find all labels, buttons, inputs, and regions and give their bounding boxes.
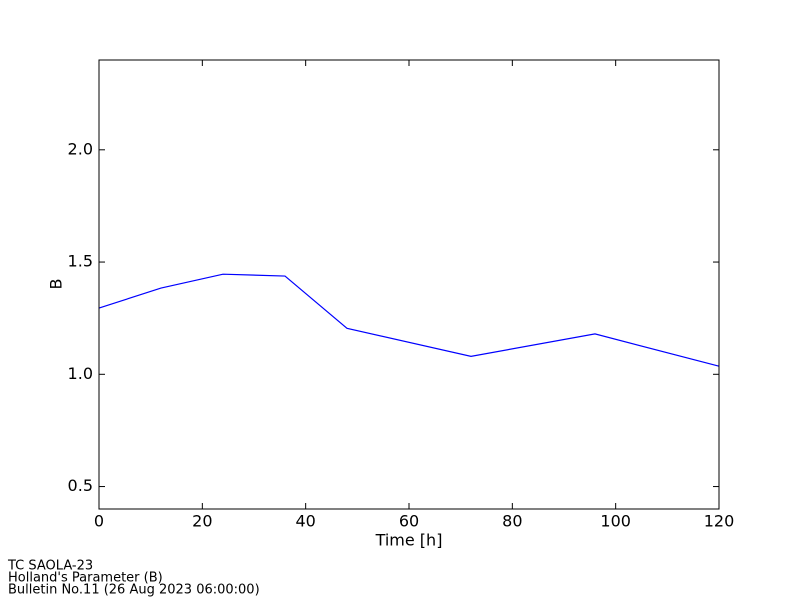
y-tick-label: 2.0	[68, 139, 93, 158]
footer-note: TC SAOLA-23	[7, 559, 93, 574]
x-tick-label: 20	[192, 512, 212, 531]
plot-frame	[98, 59, 720, 510]
x-tick-label: 40	[295, 512, 315, 531]
x-tick-label: 120	[704, 512, 735, 531]
x-tick-label: 100	[600, 512, 631, 531]
y-tick-label: 1.0	[68, 364, 93, 383]
x-tick-label: 60	[399, 512, 419, 531]
x-tick-label: 80	[502, 512, 522, 531]
y-tick-label: 0.5	[68, 476, 93, 495]
footer-note: Bulletin No.11 (26 Aug 2023 06:00:00)	[8, 583, 260, 598]
x-axis-label: Time [h]	[375, 531, 443, 550]
y-tick-label: 1.5	[68, 252, 93, 271]
x-tick-label: 0	[94, 512, 104, 531]
data-line	[98, 273, 720, 367]
footer-note: Holland's Parameter (B)	[8, 571, 163, 586]
y-axis-label: B	[47, 279, 66, 290]
